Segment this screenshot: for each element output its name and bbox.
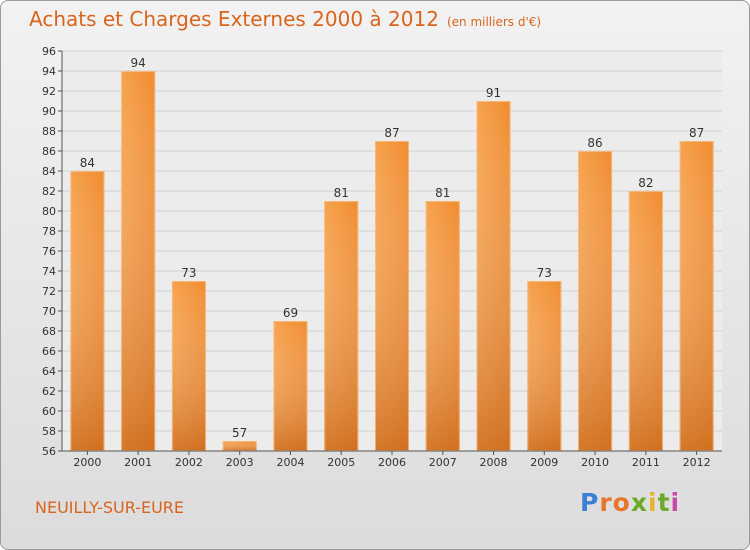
x-tick-label: 2011 — [632, 456, 660, 469]
bar-shade — [679, 141, 714, 451]
bar — [70, 171, 105, 451]
bar-shade — [121, 71, 156, 451]
x-tick-label: 2002 — [175, 456, 203, 469]
location-label: NEUILLY-SUR-EURE — [35, 498, 185, 517]
data-label: 81 — [435, 186, 450, 200]
x-tick-label: 2008 — [480, 456, 508, 469]
bar — [476, 101, 511, 451]
bar — [121, 71, 156, 451]
x-tick-label: 2004 — [276, 456, 304, 469]
bar-shade — [628, 191, 663, 451]
x-tick-label: 2006 — [378, 456, 406, 469]
logo-letter: i — [648, 488, 658, 517]
x-tick-label: 2010 — [581, 456, 609, 469]
y-tick-label: 72 — [42, 285, 56, 298]
data-label: 69 — [283, 306, 298, 320]
data-label: 57 — [232, 426, 247, 440]
y-tick-label: 92 — [42, 85, 56, 98]
bar — [527, 281, 562, 451]
bar-shade — [476, 101, 511, 451]
bar — [324, 201, 359, 451]
data-label: 84 — [80, 156, 95, 170]
y-tick-label: 82 — [42, 185, 56, 198]
y-tick-label: 88 — [42, 125, 56, 138]
x-tick-label: 2003 — [226, 456, 254, 469]
bar — [679, 141, 714, 451]
data-label: 73 — [537, 266, 552, 280]
bar-shade — [527, 281, 562, 451]
bar-shade — [324, 201, 359, 451]
logo-letter: P — [580, 488, 600, 517]
y-tick-label: 90 — [42, 105, 56, 118]
data-label: 81 — [334, 186, 349, 200]
bar — [425, 201, 460, 451]
bar — [578, 151, 613, 451]
y-tick-label: 68 — [42, 325, 56, 338]
chart-subtitle: (en milliers d'€) — [446, 15, 542, 29]
data-label: 82 — [638, 176, 653, 190]
bar — [628, 191, 663, 451]
logo-letter: x — [630, 488, 648, 517]
y-tick-label: 56 — [42, 445, 56, 458]
y-tick-label: 76 — [42, 245, 56, 258]
logo-letter: i — [670, 488, 681, 517]
y-tick-label: 80 — [42, 205, 56, 218]
data-label: 87 — [689, 126, 704, 140]
y-tick-label: 86 — [42, 145, 56, 158]
bar — [171, 281, 206, 451]
y-tick-label: 62 — [42, 385, 56, 398]
bar-shade — [425, 201, 460, 451]
logo-letter: r — [599, 488, 613, 517]
bar-shade — [222, 441, 257, 451]
x-tick-label: 2001 — [124, 456, 152, 469]
y-tick-label: 66 — [42, 345, 56, 358]
bar-shade — [171, 281, 206, 451]
y-tick-label: 58 — [42, 425, 56, 438]
x-tick-label: 2012 — [683, 456, 711, 469]
y-tick-label: 74 — [42, 265, 56, 278]
data-label: 91 — [486, 86, 501, 100]
logo-letter: o — [612, 488, 631, 517]
y-tick-label: 84 — [42, 165, 56, 178]
bar-shade — [70, 171, 105, 451]
y-tick-label: 78 — [42, 225, 56, 238]
bar — [375, 141, 409, 451]
x-tick-label: 2007 — [429, 456, 457, 469]
y-tick-label: 96 — [42, 45, 56, 58]
x-tick-label: 2009 — [530, 456, 558, 469]
data-label: 86 — [587, 136, 602, 150]
data-label: 87 — [384, 126, 399, 140]
y-tick-label: 60 — [42, 405, 56, 418]
bar-shade — [578, 151, 613, 451]
x-tick-label: 2005 — [327, 456, 355, 469]
bar-shade — [273, 321, 308, 451]
y-tick-label: 94 — [42, 65, 56, 78]
bar — [273, 321, 308, 451]
chart-title: Achats et Charges Externes 2000 à 2012 — [29, 7, 439, 31]
logo-letter: t — [657, 488, 671, 517]
bar-shade — [375, 141, 409, 451]
y-tick-label: 70 — [42, 305, 56, 318]
data-label: 94 — [131, 56, 146, 70]
chart-title-block: Achats et Charges Externes 2000 à 2012 (e… — [29, 7, 541, 31]
data-label: 73 — [181, 266, 196, 280]
proxiti-logo: Proxiti — [580, 488, 680, 517]
x-tick-label: 2000 — [73, 456, 101, 469]
y-tick-label: 64 — [42, 365, 56, 378]
bar — [222, 441, 257, 451]
